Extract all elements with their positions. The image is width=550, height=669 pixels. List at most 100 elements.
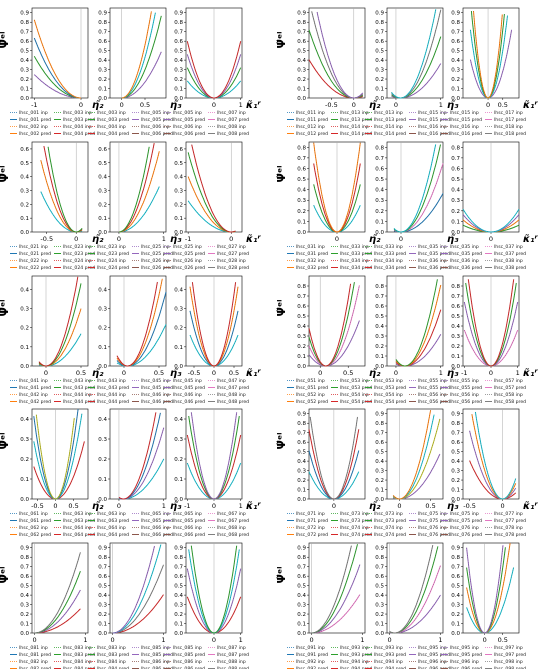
legend-label: lhsc_093 pred bbox=[340, 652, 372, 658]
series-inp-line bbox=[393, 453, 441, 500]
legend-label: lhsc_002 inp bbox=[19, 124, 48, 130]
y-tick-label: 0.2 bbox=[375, 344, 384, 350]
y-tick-label: 0.1 bbox=[174, 622, 183, 628]
series-inp-line bbox=[466, 567, 514, 634]
y-tick-label: 0.1 bbox=[375, 87, 384, 93]
legend-label: lhsc_013 pred bbox=[340, 117, 372, 123]
y-tick-label: 0.7 bbox=[375, 294, 384, 300]
y-tick-label: 0.2 bbox=[297, 612, 306, 618]
y-tick-label: 0.3 bbox=[174, 307, 183, 313]
y-axis-label: Ψ̃ᵉˡ bbox=[275, 299, 288, 316]
y-tick-label: 0.4 bbox=[451, 593, 460, 599]
legend-label: lhsc_036 inp bbox=[418, 258, 447, 264]
legend-label: lhsc_042 inp bbox=[19, 392, 48, 398]
y-tick-label: 0.1 bbox=[451, 219, 460, 225]
axes-frame bbox=[386, 275, 444, 367]
series-inp-line bbox=[38, 333, 82, 367]
y-tick-label: 0.0 bbox=[20, 230, 29, 236]
legend-label: lhsc_075 inp bbox=[418, 511, 447, 517]
y-tick-label: 0.8 bbox=[297, 284, 306, 290]
series-inp-line bbox=[391, 9, 436, 99]
legend-label: lhsc_014 pred bbox=[374, 131, 406, 137]
subfigure-A2: Ψ̃ᵉˡ0.00.10.20.30.40.50.6-0.5 0 η̃₂lhsc_02… bbox=[0, 141, 261, 271]
y-tick-label: 0.8 bbox=[297, 421, 306, 427]
y-tick-label: 0.0 bbox=[20, 364, 29, 370]
series-inp-line bbox=[464, 329, 518, 367]
y-tick-label: 0.0 bbox=[20, 497, 29, 503]
y-tick-label: 0.3 bbox=[20, 68, 29, 74]
series-inp-line bbox=[116, 324, 167, 367]
legend-label: lhsc_038 inp bbox=[494, 258, 523, 264]
y-tick-label: 0.5 bbox=[98, 161, 107, 167]
legend-label: lhsc_007 inp bbox=[217, 110, 246, 116]
x-tick-label: 0 bbox=[212, 636, 216, 644]
y-tick-label: 0.3 bbox=[451, 469, 460, 475]
y-tick-label: 0.5 bbox=[174, 49, 183, 55]
series-inp-line bbox=[188, 176, 236, 233]
series-inp-line bbox=[34, 56, 81, 99]
y-tick-label: 0.6 bbox=[297, 440, 306, 446]
legend-label: lhsc_038 pred bbox=[494, 265, 526, 271]
legend-label: lhsc_094 pred bbox=[374, 666, 406, 669]
legend-label: lhsc_084 pred bbox=[97, 666, 129, 669]
y-tick-label: 0.3 bbox=[451, 198, 460, 204]
y-tick-label: 0.2 bbox=[98, 612, 107, 618]
x-tick-label: 1 bbox=[438, 636, 442, 644]
legend-label: lhsc_083 pred bbox=[97, 652, 129, 658]
legend-label: lhsc_045 pred bbox=[173, 385, 205, 391]
y-tick-label: 0.1 bbox=[297, 354, 306, 360]
y-tick-label: 0.8 bbox=[297, 20, 306, 26]
legend-label: lhsc_085 pred bbox=[141, 652, 173, 658]
y-tick-label: 0.7 bbox=[297, 431, 306, 437]
legend-label: lhsc_064 pred bbox=[63, 532, 95, 538]
x-axis-label: κ̃₁ʳ bbox=[523, 500, 538, 512]
legend-label: lhsc_035 inp bbox=[418, 244, 447, 250]
y-axis-label: Ψ̃ᵉˡ bbox=[0, 299, 11, 316]
y-tick-label: 0.3 bbox=[451, 68, 460, 74]
legend-label: lhsc_081 inp bbox=[19, 645, 48, 651]
x-tick-label: 0 bbox=[53, 502, 57, 510]
x-axis-label: κ̃₁ʳ bbox=[523, 233, 538, 245]
y-tick-label: 0.6 bbox=[451, 39, 460, 45]
legend-label: lhsc_093 pred bbox=[374, 652, 406, 658]
legend-label: lhsc_085 inp bbox=[141, 645, 170, 651]
series-inp-line bbox=[33, 409, 79, 500]
series-inp-line bbox=[38, 276, 78, 367]
legend-label: lhsc_076 pred bbox=[418, 532, 450, 538]
y-tick-label: 0.5 bbox=[297, 584, 306, 590]
y-tick-label: 0.9 bbox=[451, 412, 460, 418]
y-tick-label: 0.7 bbox=[375, 431, 384, 437]
y-tick-label: 0.4 bbox=[98, 417, 107, 423]
legend-label: lhsc_045 inp bbox=[173, 378, 202, 384]
legend-label: lhsc_078 pred bbox=[494, 532, 526, 538]
legend-label: lhsc_086 pred bbox=[141, 666, 173, 669]
y-tick-label: 0.7 bbox=[297, 565, 306, 571]
legend-label: lhsc_054 pred bbox=[340, 399, 372, 405]
series-inp-line bbox=[311, 564, 361, 634]
y-tick-label: 0.2 bbox=[375, 209, 384, 215]
y-tick-label: 0.5 bbox=[20, 161, 29, 167]
subfigure-B5: Ψ̃ᵉˡ0.00.10.20.30.40.50.60.70.80.90 1lhsc… bbox=[275, 542, 526, 669]
legend-label: lhsc_006 pred bbox=[141, 131, 173, 137]
y-tick-label: 0.4 bbox=[174, 58, 183, 64]
y-tick-label: 0.5 bbox=[174, 161, 183, 167]
legend-label: lhsc_036 inp bbox=[450, 258, 479, 264]
x-tick-label: 0.5 bbox=[498, 636, 508, 644]
legend-label: lhsc_024 pred bbox=[97, 265, 129, 271]
series-inp-line bbox=[119, 186, 160, 233]
legend-label: lhsc_013 inp bbox=[340, 110, 369, 116]
legend-label: lhsc_054 pred bbox=[374, 399, 406, 405]
y-tick-label: 0.2 bbox=[20, 457, 29, 463]
legend-label: lhsc_023 inp bbox=[63, 244, 92, 250]
y-tick-label: 0.1 bbox=[375, 354, 384, 360]
y-tick-label: 0.2 bbox=[174, 612, 183, 618]
legend-label: lhsc_018 inp bbox=[494, 124, 523, 130]
legend-label: lhsc_048 pred bbox=[217, 399, 249, 405]
series-line bbox=[469, 430, 517, 500]
x-tick-label: 1 bbox=[360, 636, 364, 644]
series-inp-line bbox=[34, 608, 81, 634]
y-tick-label: 0.4 bbox=[174, 593, 183, 599]
y-tick-label: 0.8 bbox=[375, 20, 384, 26]
series-inp-line bbox=[191, 545, 237, 634]
